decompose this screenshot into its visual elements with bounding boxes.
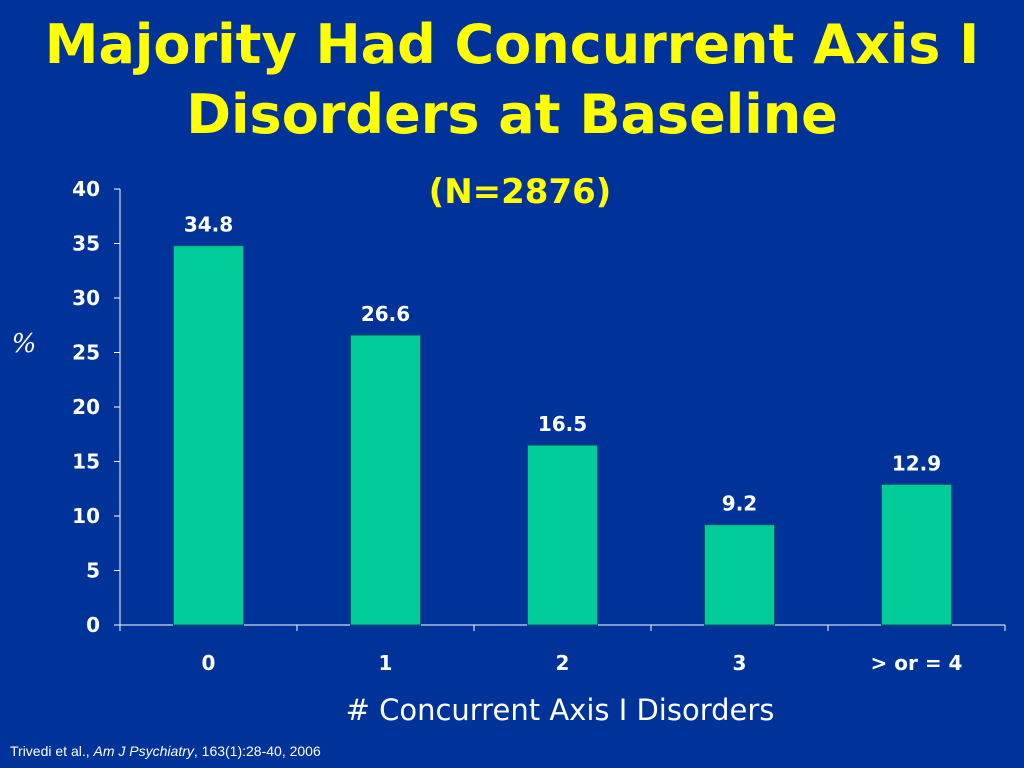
bar-value-label: 34.8	[184, 213, 233, 237]
x-category-label: 3	[733, 651, 747, 675]
citation-authors: Trivedi et al.,	[10, 743, 90, 759]
y-tick-label: 40	[72, 177, 100, 201]
slide-title: Majority Had Concurrent Axis I Disorders…	[0, 10, 1024, 150]
citation-details: , 163(1):28-40, 2006	[193, 743, 321, 759]
y-tick-label: 5	[86, 559, 100, 583]
title-line-2: Disorders at Baseline	[186, 83, 838, 146]
chart-subtitle: (N=2876)	[428, 172, 612, 212]
bar-value-label: 12.9	[892, 451, 941, 475]
y-axis-label: %	[12, 329, 37, 359]
x-axis-label: # Concurrent Axis I Disorders	[346, 693, 775, 727]
bar	[350, 334, 421, 626]
bar	[173, 245, 244, 626]
x-category-label: 2	[556, 651, 570, 675]
bar-value-label: 16.5	[538, 412, 587, 436]
bar	[704, 524, 775, 626]
bar-value-label: 9.2	[722, 492, 757, 516]
y-tick-label: 10	[72, 504, 100, 528]
y-tick-label: 30	[72, 286, 100, 310]
x-category-label: 0	[202, 651, 216, 675]
citation-journal: Am J Psychiatry	[93, 743, 194, 759]
bar	[527, 444, 598, 626]
y-tick-label: 35	[72, 232, 100, 256]
title-line-1: Majority Had Concurrent Axis I	[44, 13, 980, 76]
y-tick-label: 15	[72, 450, 100, 474]
x-category-label: > or = 4	[871, 651, 963, 675]
x-category-label: 1	[379, 651, 393, 675]
y-tick-label: 20	[72, 395, 100, 419]
y-tick-label: 25	[72, 341, 100, 365]
bar-value-label: 26.6	[361, 302, 410, 326]
citation-footer: Trivedi et al., Am J Psychiatry, 163(1):…	[10, 743, 321, 759]
y-tick-label: 0	[86, 613, 100, 637]
bar	[881, 483, 952, 626]
